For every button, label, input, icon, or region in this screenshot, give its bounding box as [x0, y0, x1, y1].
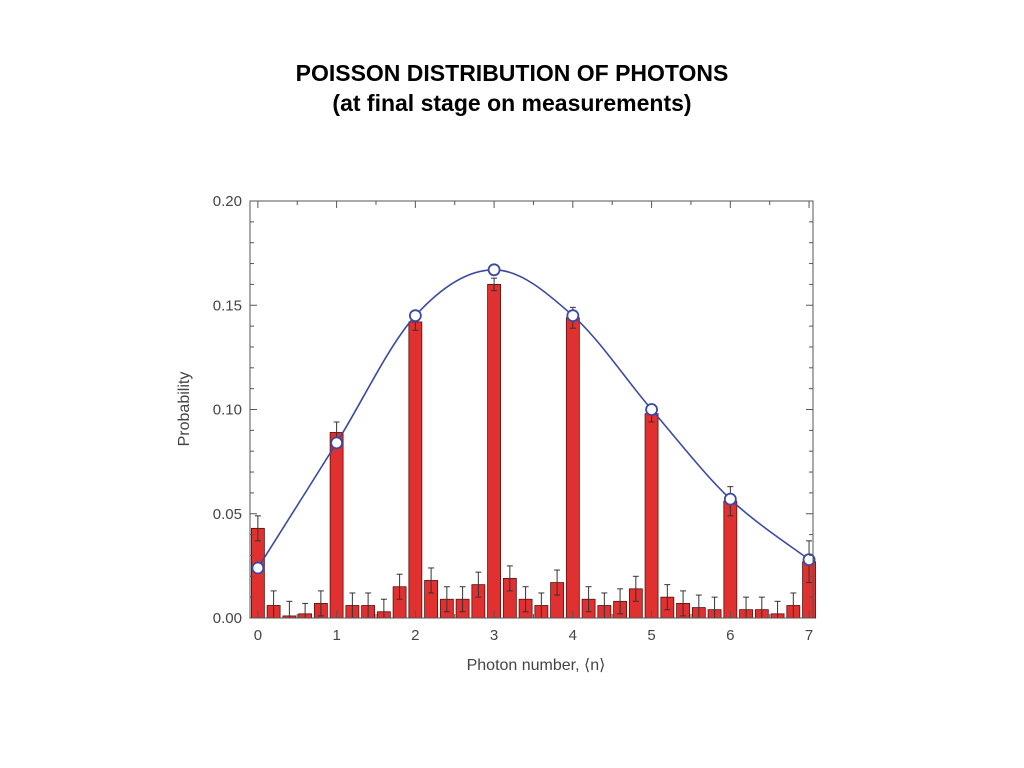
y-tick-label-0: 0.00 [213, 610, 242, 627]
error-bar-15 [491, 277, 498, 292]
error-bar-12 [443, 586, 450, 613]
x-tick-label-7: 7 [805, 627, 813, 644]
x-axis-ticks: 0 1 2 3 4 5 6 7 [254, 201, 813, 644]
theory-point-0 [251, 561, 265, 575]
slide-title-line-1: POISSON DISTRIBUTION OF PHOTONS [295, 60, 729, 86]
bar-25 [644, 413, 659, 619]
x-tick-label-3: 3 [490, 627, 498, 644]
bars-group [250, 283, 816, 619]
theory-point-3 [487, 263, 501, 277]
error-bar-26 [664, 584, 671, 611]
error-bar-4 [317, 590, 324, 617]
y-tick-label-3: 0.15 [213, 297, 242, 314]
error-bar-2 [286, 600, 293, 619]
x-tick-label-6: 6 [726, 627, 734, 644]
theory-point-4 [566, 309, 580, 323]
theory-point-5 [645, 403, 658, 416]
error-bar-11 [428, 567, 435, 594]
theory-points-group [251, 263, 816, 575]
error-bar-27 [680, 590, 687, 617]
bar-15 [487, 283, 501, 619]
error-bar-24 [632, 575, 639, 602]
error-bar-19 [554, 569, 561, 596]
error-bar-14 [475, 571, 482, 598]
x-tick-label-4: 4 [569, 627, 577, 644]
y-axis-label: Probability [176, 372, 193, 447]
error-bar-13 [459, 586, 466, 613]
x-tick-label-1: 1 [332, 627, 340, 644]
error-bar-16 [506, 565, 513, 592]
theory-point-6 [723, 492, 737, 506]
y-tick-label-1: 0.05 [213, 506, 242, 523]
error-bars-group [254, 277, 813, 619]
bar-20 [565, 317, 580, 619]
x-tick-label-2: 2 [411, 627, 419, 644]
y-tick-label-2: 0.10 [213, 402, 242, 419]
slide-title-line-2: (at final stage on measurements) [332, 90, 692, 116]
error-bar-21 [585, 586, 592, 613]
bar-10 [408, 321, 423, 619]
theory-point-7 [802, 553, 816, 567]
y-tick-label-4: 0.20 [213, 193, 242, 210]
error-bar-9 [396, 573, 403, 600]
bar-30 [723, 500, 738, 619]
bar-5 [329, 432, 344, 619]
error-bar-0 [254, 515, 261, 542]
theory-point-1 [330, 436, 344, 450]
x-axis-label: Photon number, ⟨n⟩ [467, 657, 606, 674]
x-tick-label-5: 5 [647, 627, 655, 644]
error-bar-17 [522, 586, 529, 613]
y-axis-ticks: 0.00 0.05 0.10 0.15 0.20 [213, 193, 813, 627]
theory-point-2 [408, 309, 422, 323]
error-bar-23 [617, 588, 624, 615]
x-tick-label-0: 0 [254, 627, 262, 644]
